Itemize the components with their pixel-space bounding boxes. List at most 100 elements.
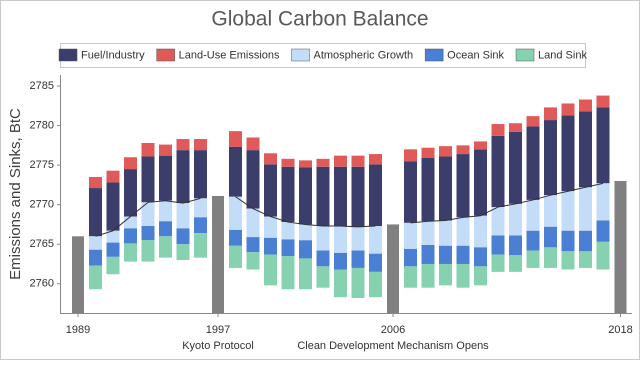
legend-swatch — [58, 48, 78, 62]
bar-segment — [579, 187, 592, 231]
bar-segment — [561, 115, 575, 192]
bar-segment — [316, 250, 330, 267]
bar-segment — [509, 203, 522, 236]
bar-segment — [334, 226, 347, 253]
bar-segment — [579, 251, 592, 268]
bar-segment — [439, 263, 452, 286]
bar-segment — [404, 248, 417, 267]
bar-segment — [264, 216, 277, 238]
x-tick-label: 2006 — [381, 324, 405, 336]
bar-segment — [404, 266, 417, 288]
total-bar — [614, 180, 627, 313]
legend-swatch — [424, 48, 444, 62]
bar-segment — [229, 196, 242, 230]
bar-segment — [281, 222, 295, 240]
balance-line — [235, 196, 376, 228]
bar-segment — [106, 256, 120, 275]
bar-segment — [264, 164, 277, 217]
bar-segment — [526, 199, 540, 231]
bar-segment — [299, 258, 312, 290]
bar-segment — [141, 143, 155, 157]
bar-segment — [544, 247, 557, 268]
y-tick-label: 2770 — [30, 199, 54, 211]
bar-segment — [544, 120, 557, 196]
bar-segment — [159, 221, 172, 237]
bar-segment — [456, 245, 470, 264]
bar-segment — [491, 235, 505, 255]
bar-segment — [194, 150, 207, 199]
bar-segment — [596, 95, 610, 108]
bar-segment — [264, 153, 277, 165]
bar-segment — [316, 158, 330, 167]
bar-segment — [246, 137, 260, 151]
legend-box — [60, 43, 586, 68]
bar-segment — [106, 242, 120, 257]
bar-segment — [194, 139, 207, 151]
bar-segment — [369, 253, 382, 272]
bar-segment — [141, 202, 155, 227]
bar-segment — [124, 228, 137, 244]
y-tick-label: 2760 — [30, 278, 54, 290]
bar-segment — [106, 230, 120, 243]
annotation: Clean Development Mechanism Opens — [297, 340, 489, 352]
bar-segment — [439, 146, 452, 157]
bar-segment — [579, 111, 592, 188]
total-bar — [387, 224, 399, 313]
bar-segment — [299, 224, 312, 241]
bar-segment — [561, 191, 575, 231]
bar-segment — [421, 158, 435, 222]
bar-segment — [141, 156, 155, 203]
bar-segment — [474, 215, 487, 248]
bar-segment — [159, 144, 172, 156]
bar-segment — [89, 249, 102, 266]
bar-segment — [404, 222, 417, 249]
bar-segment — [579, 230, 592, 252]
bar-segment — [351, 166, 365, 227]
bar-segment — [544, 107, 557, 121]
bar-segment — [246, 150, 260, 209]
bar-segment — [474, 247, 487, 267]
bar-segment — [159, 155, 172, 201]
y-tick-label: 2785 — [30, 80, 54, 92]
bar-segment — [491, 124, 505, 136]
bar-segment — [351, 226, 365, 251]
bar-segment — [89, 177, 102, 189]
bar-segment — [491, 135, 505, 208]
bar-segment — [596, 241, 610, 270]
legend: Fuel/Industry Land-Use Emissions Atmospher… — [58, 48, 587, 62]
legend-swatch — [156, 48, 175, 62]
bar-segment — [351, 250, 365, 268]
bar-segment — [176, 139, 190, 151]
bar-segment — [89, 265, 102, 290]
legend-label: Land Sink — [538, 49, 587, 61]
bar-segment — [421, 221, 435, 245]
bar-segment — [246, 208, 260, 238]
bar-segment — [491, 254, 505, 272]
bar-segment — [456, 217, 470, 246]
bar-segment — [509, 255, 522, 272]
bar-segment — [176, 203, 190, 229]
bar-segment — [141, 226, 155, 241]
bar-segment — [176, 244, 190, 261]
bar-segment — [316, 226, 330, 251]
legend-swatch — [515, 48, 535, 62]
bar-segment — [369, 271, 382, 298]
bar-segment — [596, 107, 610, 184]
bar-segment — [421, 147, 435, 159]
bar-segment — [229, 131, 242, 147]
total-bar — [72, 236, 84, 313]
bar-segment — [596, 183, 610, 221]
x-tick-label: 1997 — [206, 324, 230, 336]
bar-segment — [229, 146, 242, 197]
bar-segment — [246, 237, 260, 253]
bar-segment — [351, 267, 365, 298]
bar-segment — [491, 207, 505, 236]
bar-segment — [439, 156, 452, 221]
bar-segment — [369, 154, 382, 165]
bar-segment — [264, 237, 277, 255]
bar-segment — [544, 195, 557, 227]
bar-segment — [159, 200, 172, 222]
legend-label: Atmospheric Growth — [314, 49, 414, 61]
bar-segment — [124, 216, 137, 229]
bar-segment — [474, 266, 487, 286]
